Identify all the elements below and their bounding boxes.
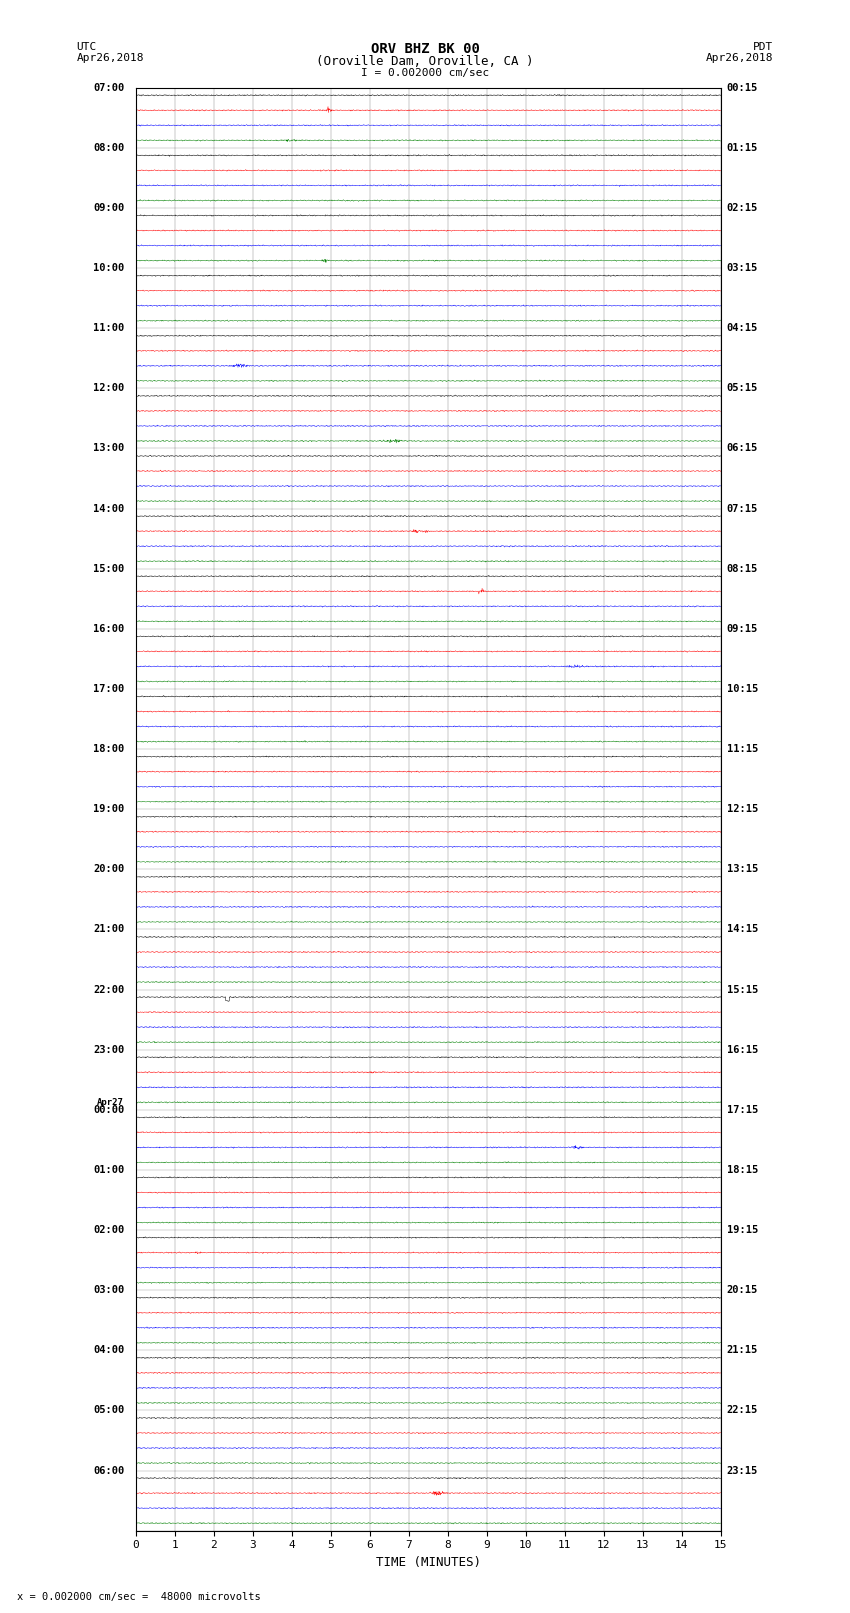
Text: 18:15: 18:15	[727, 1165, 757, 1174]
Text: 11:15: 11:15	[727, 744, 757, 755]
Text: 12:00: 12:00	[93, 384, 124, 394]
Text: I = 0.002000 cm/sec: I = 0.002000 cm/sec	[361, 68, 489, 77]
Text: 06:15: 06:15	[727, 444, 757, 453]
Text: 18:00: 18:00	[93, 744, 124, 755]
Text: 08:00: 08:00	[93, 144, 124, 153]
Text: 10:00: 10:00	[93, 263, 124, 273]
Text: 06:00: 06:00	[93, 1466, 124, 1476]
Text: 05:00: 05:00	[93, 1405, 124, 1416]
Text: 01:00: 01:00	[93, 1165, 124, 1174]
Text: 19:15: 19:15	[727, 1226, 757, 1236]
Text: 23:00: 23:00	[93, 1045, 124, 1055]
Text: x = 0.002000 cm/sec =  48000 microvolts: x = 0.002000 cm/sec = 48000 microvolts	[17, 1592, 261, 1602]
Text: 23:15: 23:15	[727, 1466, 757, 1476]
Text: 21:15: 21:15	[727, 1345, 757, 1355]
Text: 00:00: 00:00	[93, 1105, 124, 1115]
Text: 11:00: 11:00	[93, 323, 124, 334]
Text: 20:00: 20:00	[93, 865, 124, 874]
Text: 09:15: 09:15	[727, 624, 757, 634]
Text: (Oroville Dam, Oroville, CA ): (Oroville Dam, Oroville, CA )	[316, 55, 534, 68]
Text: 17:15: 17:15	[727, 1105, 757, 1115]
Text: 15:00: 15:00	[93, 563, 124, 574]
Text: 10:15: 10:15	[727, 684, 757, 694]
Text: UTC: UTC	[76, 42, 97, 52]
Text: 16:15: 16:15	[727, 1045, 757, 1055]
Text: Apr26,2018: Apr26,2018	[706, 53, 774, 63]
Text: 12:15: 12:15	[727, 805, 757, 815]
Text: 17:00: 17:00	[93, 684, 124, 694]
Text: 16:00: 16:00	[93, 624, 124, 634]
Text: 22:15: 22:15	[727, 1405, 757, 1416]
Text: 01:15: 01:15	[727, 144, 757, 153]
Text: 04:00: 04:00	[93, 1345, 124, 1355]
Text: 14:00: 14:00	[93, 503, 124, 513]
Text: 02:15: 02:15	[727, 203, 757, 213]
Text: 07:00: 07:00	[93, 82, 124, 92]
Text: 21:00: 21:00	[93, 924, 124, 934]
Text: 04:15: 04:15	[727, 323, 757, 334]
X-axis label: TIME (MINUTES): TIME (MINUTES)	[376, 1557, 481, 1569]
Text: 03:00: 03:00	[93, 1286, 124, 1295]
Text: 20:15: 20:15	[727, 1286, 757, 1295]
Text: Apr27: Apr27	[98, 1098, 124, 1107]
Text: 03:15: 03:15	[727, 263, 757, 273]
Text: 14:15: 14:15	[727, 924, 757, 934]
Text: 22:00: 22:00	[93, 984, 124, 995]
Text: 05:15: 05:15	[727, 384, 757, 394]
Text: 15:15: 15:15	[727, 984, 757, 995]
Text: ORV BHZ BK 00: ORV BHZ BK 00	[371, 42, 479, 56]
Text: 07:15: 07:15	[727, 503, 757, 513]
Text: Apr26,2018: Apr26,2018	[76, 53, 144, 63]
Text: 09:00: 09:00	[93, 203, 124, 213]
Text: 02:00: 02:00	[93, 1226, 124, 1236]
Text: 08:15: 08:15	[727, 563, 757, 574]
Text: 13:15: 13:15	[727, 865, 757, 874]
Text: 19:00: 19:00	[93, 805, 124, 815]
Text: PDT: PDT	[753, 42, 774, 52]
Text: 00:15: 00:15	[727, 82, 757, 92]
Text: 13:00: 13:00	[93, 444, 124, 453]
